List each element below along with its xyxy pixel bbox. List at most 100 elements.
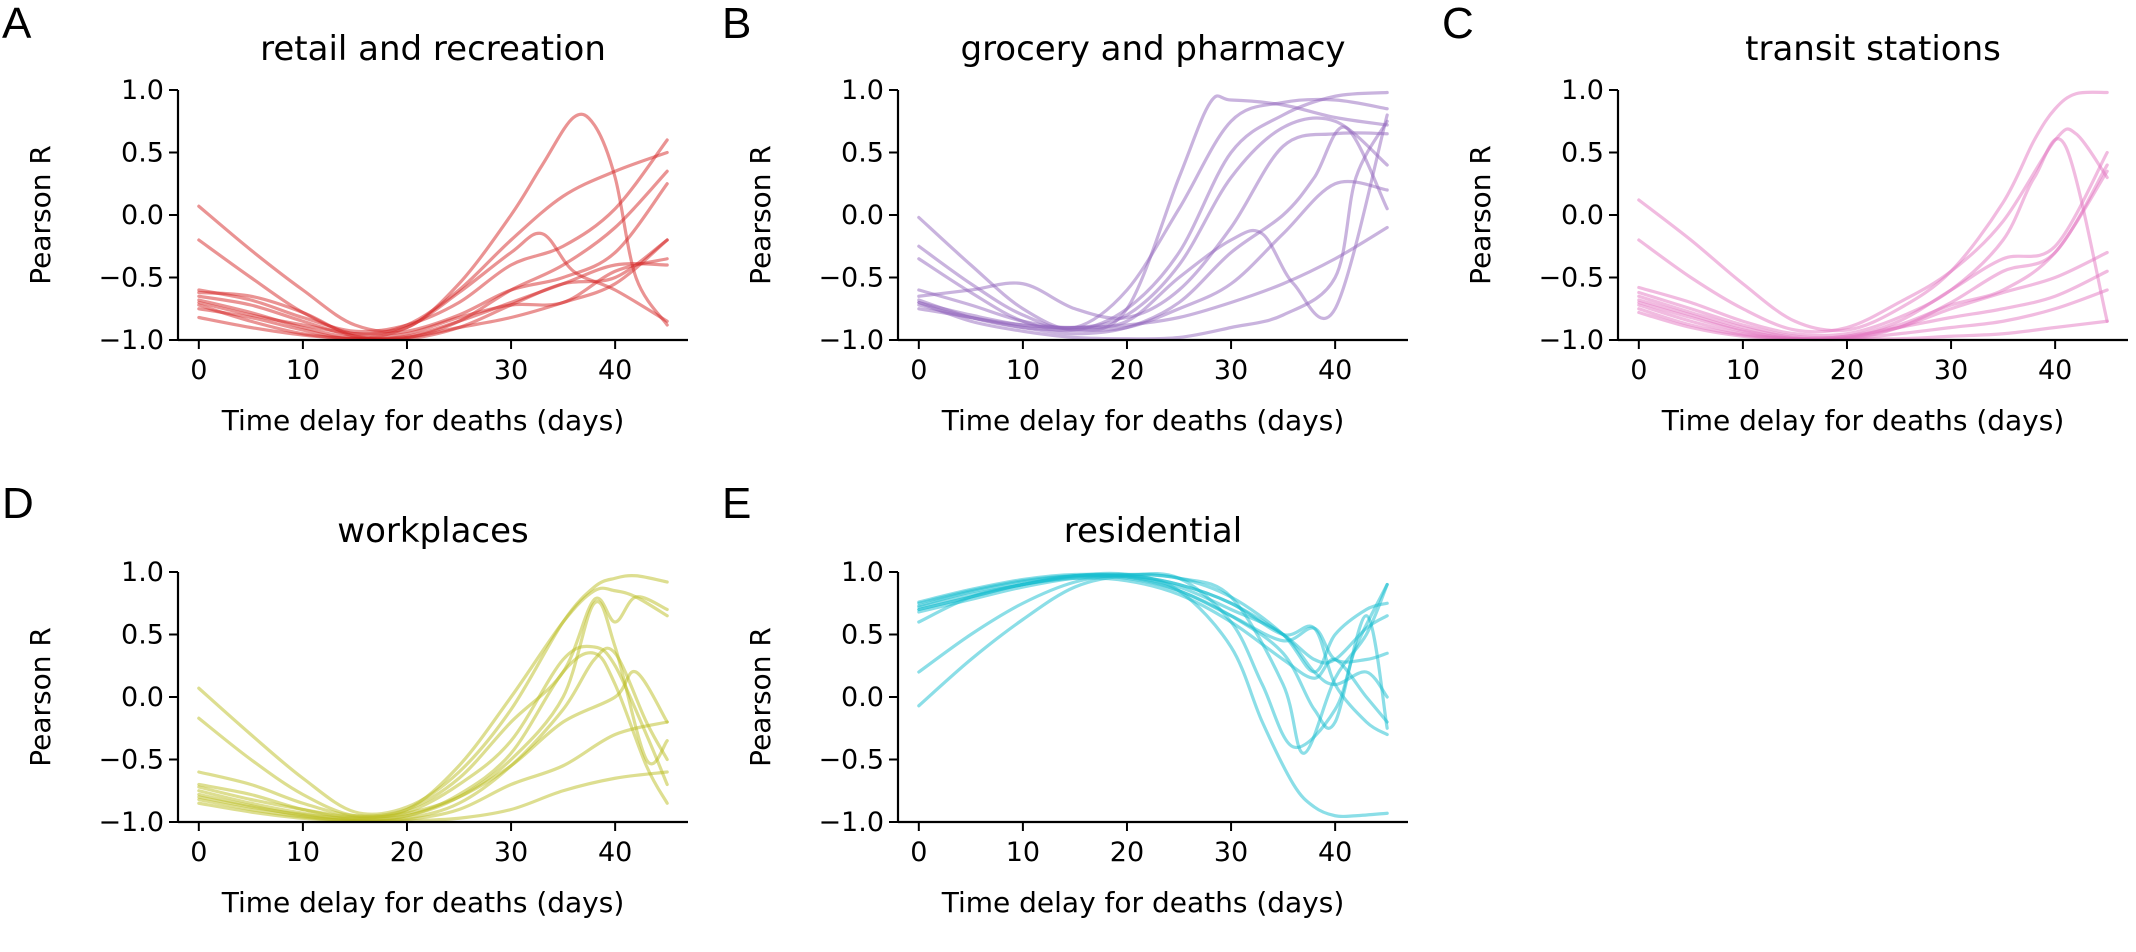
- x-tick-label: 20: [390, 837, 424, 868]
- y-tick-label: 0.0: [1561, 200, 1604, 231]
- series-line: [917, 574, 1389, 699]
- y-tick-label: −1.0: [98, 325, 164, 356]
- x-tick-label: 10: [1726, 355, 1760, 386]
- y-tick-label: 1.0: [841, 75, 884, 106]
- x-axis-label: Time delay for deaths (days): [221, 886, 625, 919]
- series-line: [197, 644, 669, 819]
- x-tick-label: 0: [190, 837, 207, 868]
- y-tick-label: 1.0: [841, 557, 884, 588]
- y-tick-label: 1.0: [121, 75, 164, 106]
- x-tick-label: 30: [494, 837, 528, 868]
- series-line: [197, 262, 669, 341]
- x-tick-label: 10: [1006, 837, 1040, 868]
- x-axis-label: Time delay for deaths (days): [941, 886, 1345, 919]
- series-line: [917, 572, 1389, 755]
- x-axis-label: Time delay for deaths (days): [221, 404, 625, 437]
- panel-letter: B: [722, 0, 751, 48]
- y-axis-label: Pearson R: [744, 627, 777, 767]
- series-line: [197, 646, 669, 823]
- y-axis-label: Pearson R: [24, 145, 57, 285]
- x-tick-label: 30: [1934, 355, 1968, 386]
- x-tick-label: 20: [1110, 355, 1144, 386]
- series-line: [917, 97, 1389, 331]
- x-tick-label: 20: [1830, 355, 1864, 386]
- y-tick-label: −0.5: [818, 745, 884, 776]
- series-line: [917, 576, 1389, 724]
- y-tick-label: 0.0: [121, 682, 164, 713]
- y-axis-label: Pearson R: [1464, 145, 1497, 285]
- y-tick-label: 0.5: [841, 620, 884, 651]
- x-tick-label: 30: [494, 355, 528, 386]
- series-line: [197, 231, 669, 341]
- x-tick-label: 10: [1006, 355, 1040, 386]
- x-tick-label: 0: [190, 355, 207, 386]
- series-line: [917, 119, 1389, 341]
- series-line: [197, 669, 669, 820]
- panel-title: retail and recreation: [260, 29, 606, 69]
- series-line: [917, 572, 1389, 730]
- series-line: [197, 257, 669, 340]
- series-line: [197, 770, 669, 823]
- x-tick-label: 40: [1318, 355, 1352, 386]
- panel-letter: A: [2, 0, 32, 48]
- series-line: [917, 116, 1389, 330]
- x-tick-label: 20: [390, 355, 424, 386]
- x-tick-label: 0: [910, 355, 927, 386]
- x-tick-label: 0: [1630, 355, 1647, 386]
- x-tick-label: 10: [286, 355, 320, 386]
- series-line: [917, 573, 1389, 737]
- x-tick-label: 40: [1318, 837, 1352, 868]
- y-tick-label: 0.5: [1561, 138, 1604, 169]
- x-tick-label: 40: [2038, 355, 2072, 386]
- series-line: [917, 225, 1389, 330]
- series-line: [197, 595, 669, 818]
- y-tick-label: −1.0: [818, 807, 884, 838]
- y-tick-label: −1.0: [1538, 325, 1604, 356]
- y-tick-label: 0.5: [841, 138, 884, 169]
- series-line: [1637, 90, 2109, 333]
- y-tick-label: 0.0: [121, 200, 164, 231]
- series-line: [197, 600, 669, 821]
- x-axis-label: Time delay for deaths (days): [941, 404, 1345, 437]
- series-line: [917, 179, 1389, 332]
- x-tick-label: 40: [598, 355, 632, 386]
- y-tick-label: −0.5: [98, 745, 164, 776]
- y-axis-label: Pearson R: [24, 627, 57, 767]
- y-tick-label: −0.5: [818, 263, 884, 294]
- series-line: [197, 238, 669, 341]
- x-tick-label: 20: [1110, 837, 1144, 868]
- x-tick-label: 10: [286, 837, 320, 868]
- y-axis-label: Pearson R: [744, 145, 777, 285]
- panel-title: workplaces: [337, 511, 528, 551]
- series-line: [917, 94, 1389, 332]
- y-tick-label: −1.0: [818, 325, 884, 356]
- x-tick-label: 0: [910, 837, 927, 868]
- y-tick-label: −0.5: [1538, 263, 1604, 294]
- y-tick-label: 1.0: [121, 557, 164, 588]
- panel-title: transit stations: [1745, 29, 2001, 69]
- y-tick-label: 0.0: [841, 682, 884, 713]
- series-line: [197, 112, 669, 333]
- series-line: [1637, 150, 2109, 340]
- y-tick-label: −1.0: [98, 807, 164, 838]
- y-tick-label: 0.5: [121, 138, 164, 169]
- series-line: [1637, 288, 2109, 341]
- x-tick-label: 40: [598, 837, 632, 868]
- panel-letter: D: [2, 479, 34, 528]
- series-line: [1637, 269, 2109, 341]
- series-line: [197, 586, 669, 819]
- series-line: [197, 574, 669, 816]
- x-tick-label: 30: [1214, 355, 1248, 386]
- y-tick-label: 0.5: [121, 620, 164, 651]
- x-tick-label: 30: [1214, 837, 1248, 868]
- panel-letter: E: [722, 479, 751, 528]
- panel-letter: C: [1442, 0, 1474, 48]
- x-axis-label: Time delay for deaths (days): [1661, 404, 2065, 437]
- y-tick-label: 1.0: [1561, 75, 1604, 106]
- series-line: [917, 131, 1389, 320]
- panel-title: grocery and pharmacy: [960, 29, 1345, 69]
